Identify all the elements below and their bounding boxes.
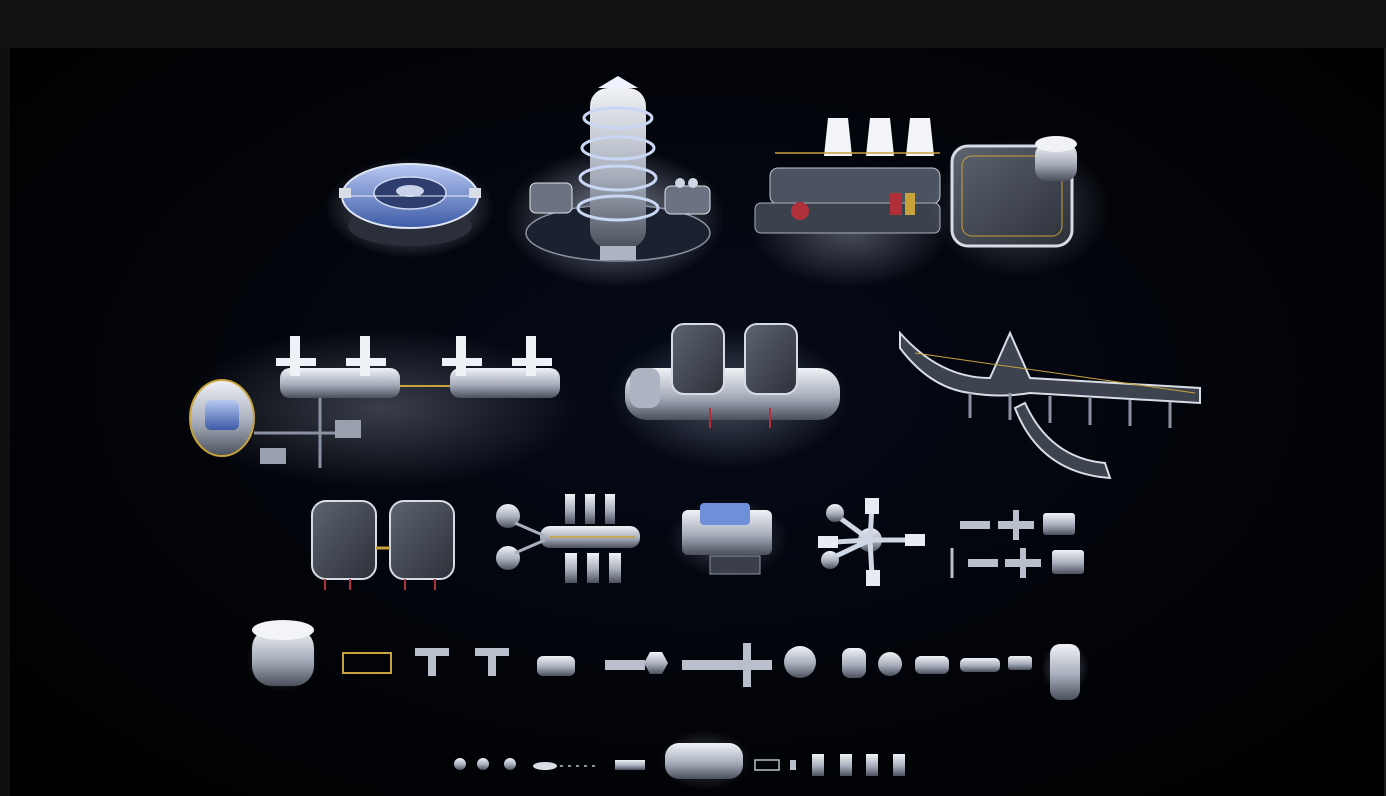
chimney-plant	[750, 118, 950, 288]
image-viewport	[10, 48, 1384, 796]
control-building	[668, 498, 788, 578]
small-parts-row	[246, 620, 1089, 700]
small-modules-cluster	[950, 510, 1084, 578]
right-edge-strip	[1384, 48, 1386, 796]
scene-illustration	[180, 76, 1201, 790]
elevated-road	[899, 330, 1201, 480]
round-dome-module	[325, 158, 495, 258]
turbine-platform-chain	[180, 328, 580, 488]
twin-landing-pads	[311, 500, 455, 590]
vehicles-and-props-row	[454, 730, 905, 790]
central-tower	[505, 76, 725, 288]
top-bar	[0, 0, 1386, 48]
pipeline-hub	[496, 494, 640, 583]
twin-pad-station	[610, 323, 850, 468]
radial-hub	[818, 498, 925, 586]
landing-pad-large	[930, 136, 1110, 278]
